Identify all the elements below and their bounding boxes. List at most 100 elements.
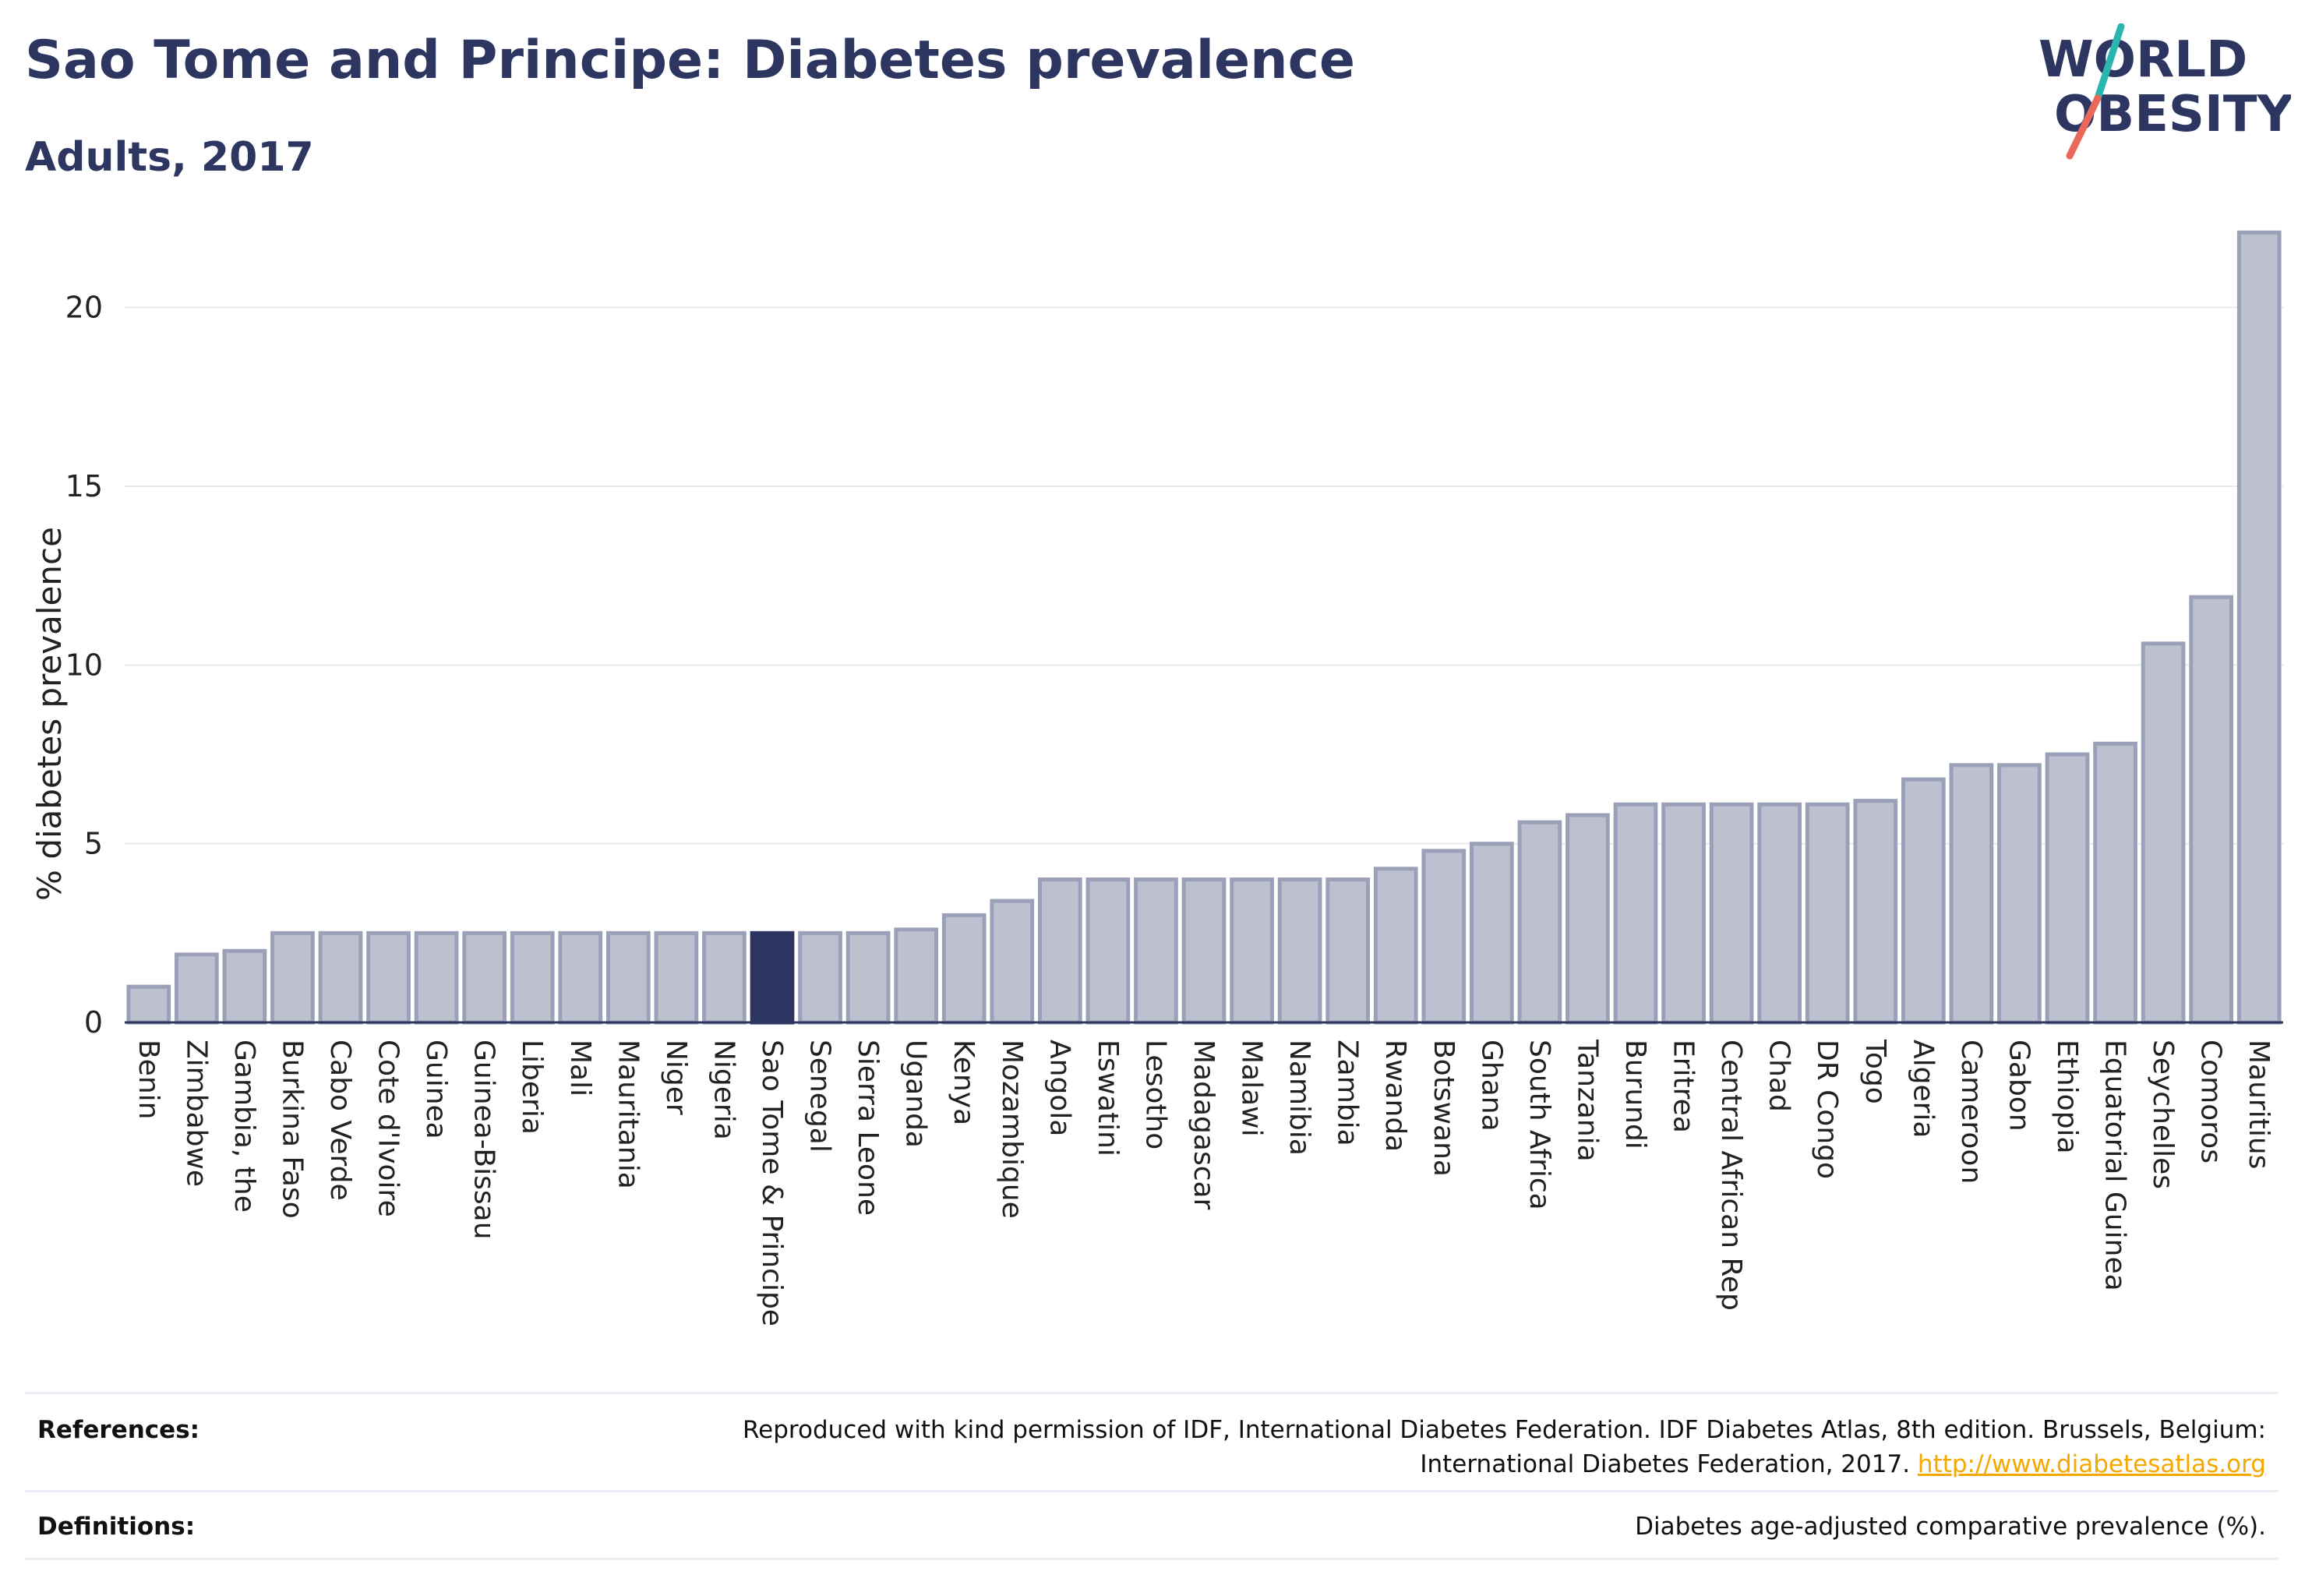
bar-eswatini: [1085, 877, 1131, 1025]
y-tick-label: 10: [65, 648, 103, 682]
x-tick-label: Benin: [132, 1040, 164, 1119]
x-tick-label: Cabo Verde: [324, 1040, 356, 1201]
bar-rwanda: [1373, 867, 1418, 1025]
x-tick-label: Kenya: [948, 1040, 980, 1125]
x-tick-label: Zambia: [1332, 1040, 1364, 1146]
x-tick-label: Lesotho: [1139, 1040, 1171, 1149]
bar-uganda: [894, 927, 939, 1025]
bar-burundi: [1613, 802, 1658, 1025]
definitions-label: Definitions:: [37, 1513, 196, 1541]
logo-slash-top: [2094, 23, 2125, 102]
references-row: References: Reproduced with kind permiss…: [25, 1392, 2279, 1491]
bar-south-africa: [1517, 820, 1562, 1025]
y-axis-ticks: 0 5 10 15 20: [65, 291, 103, 1040]
x-tick-label: Namibia: [1283, 1040, 1315, 1156]
bar-namibia: [1277, 877, 1322, 1025]
bar-niger: [654, 930, 699, 1025]
bar-sierra-leone: [845, 930, 891, 1025]
bar-chart: 0 5 10 15 20 Benin Zimbabwe Gambia, the Burkina…: [30, 230, 2283, 1326]
bar-guinea: [414, 930, 459, 1025]
y-tick-label: 5: [84, 827, 103, 861]
bars: [126, 230, 2282, 1025]
references-text: Reproduced with kind permission of IDF, …: [743, 1413, 2266, 1481]
diabetesatlas-link[interactable]: http://www.diabetesatlas.org: [1917, 1450, 2266, 1478]
bar-tanzania: [1565, 813, 1610, 1025]
bar-gambia-the: [222, 948, 267, 1025]
bar-equatorial-guinea: [2093, 741, 2137, 1025]
bar-algeria: [1901, 777, 1946, 1025]
x-tick-label: Equatorial Guinea: [2099, 1040, 2131, 1291]
chart-subtitle: Adults, 2017: [25, 134, 314, 181]
logo-slash-bottom: [2066, 94, 2102, 160]
x-tick-label: Botswana: [1428, 1040, 1460, 1177]
bar-sao-tome-principe: [750, 930, 795, 1025]
x-tick-label: Gabon: [2003, 1040, 2035, 1132]
bar-angola: [1037, 877, 1082, 1025]
x-tick-label: Tanzania: [1571, 1039, 1603, 1162]
bar-nigeria: [702, 930, 747, 1025]
bar-chad: [1757, 802, 1802, 1025]
y-tick-label: 0: [84, 1005, 103, 1040]
logo-line-1: WORLD: [2038, 31, 2247, 89]
x-tick-label: Gambia, the: [228, 1040, 260, 1213]
x-tick-label: Rwanda: [1379, 1040, 1411, 1152]
references-line-2-wrap: International Diabetes Federation, 2017.…: [743, 1447, 2266, 1481]
x-tick-label: Mali: [564, 1040, 596, 1096]
bar-cabo-verde: [318, 930, 363, 1025]
bar-comoros: [2189, 595, 2234, 1025]
x-tick-label: Algeria: [1907, 1040, 1939, 1139]
bar-liberia: [510, 930, 555, 1025]
x-tick-label: Guinea: [420, 1040, 452, 1139]
x-tick-label: Liberia: [516, 1040, 548, 1135]
x-tick-label: Eswatini: [1092, 1040, 1124, 1156]
x-tick-label: South Africa: [1523, 1040, 1555, 1210]
bar-malawi: [1230, 877, 1274, 1025]
bar-mali: [558, 930, 603, 1025]
y-tick-label: 20: [65, 291, 103, 325]
y-tick-label: 15: [65, 469, 103, 503]
x-tick-label: Burkina Faso: [276, 1040, 308, 1219]
chart-title: Sao Tome and Principe: Diabetes prevalen…: [25, 30, 1356, 91]
world-obesity-logo: WORLD OBESITY: [2038, 23, 2291, 160]
x-tick-label: Cameroon: [1955, 1040, 1987, 1184]
x-tick-label: Niger: [660, 1040, 692, 1115]
references-label: References:: [37, 1416, 200, 1444]
x-tick-label: Madagascar: [1188, 1040, 1220, 1210]
x-tick-label: Togo: [1859, 1039, 1891, 1104]
x-tick-label: Sao Tome & Principe: [756, 1040, 788, 1326]
bar-gabon: [1997, 763, 2042, 1025]
x-tick-label: Ghana: [1475, 1040, 1507, 1132]
bar-zambia: [1325, 877, 1371, 1025]
x-tick-label: Angola: [1043, 1040, 1075, 1136]
references-line-2: International Diabetes Federation, 2017.: [1420, 1450, 1911, 1478]
bar-cameroon: [1949, 763, 1994, 1025]
bar-togo: [1853, 799, 1898, 1025]
x-tick-label: Mauritania: [612, 1040, 644, 1189]
x-tick-label: Guinea-Bissau: [468, 1040, 500, 1240]
x-tick-label: Uganda: [900, 1040, 932, 1148]
bar-ghana: [1469, 842, 1514, 1025]
x-tick-label: Nigeria: [708, 1040, 740, 1140]
x-tick-label: Cote d'Ivoire: [372, 1040, 404, 1217]
x-tick-label: Zimbabwe: [180, 1040, 212, 1187]
bar-seychelles: [2141, 641, 2186, 1025]
definitions-text: Diabetes age-adjusted comparative preval…: [1635, 1513, 2266, 1541]
bar-dr-congo: [1805, 802, 1850, 1025]
references-line-1: Reproduced with kind permission of IDF, …: [743, 1416, 2266, 1444]
bar-eritrea: [1661, 802, 1706, 1025]
bar-madagascar: [1181, 877, 1227, 1025]
bar-guinea-bissau: [462, 930, 507, 1025]
x-tick-label: Central African Rep: [1715, 1040, 1747, 1311]
bar-mauritania: [605, 930, 651, 1025]
bar-mauritius: [2236, 230, 2282, 1025]
x-tick-label: Malawi: [1236, 1040, 1268, 1137]
x-axis-labels: Benin Zimbabwe Gambia, the Burkina Faso Cabo…: [132, 1039, 2275, 1326]
x-tick-label: Sierra Leone: [852, 1040, 884, 1216]
x-tick-label: Senegal: [804, 1040, 836, 1153]
x-tick-label: DR Congo: [1811, 1040, 1843, 1179]
x-tick-label: Burundi: [1619, 1040, 1651, 1149]
x-tick-label: Chad: [1763, 1040, 1795, 1112]
x-tick-label: Ethiopia: [2051, 1040, 2083, 1154]
x-tick-label: Comoros: [2195, 1040, 2227, 1163]
bar-ethiopia: [2045, 752, 2090, 1025]
